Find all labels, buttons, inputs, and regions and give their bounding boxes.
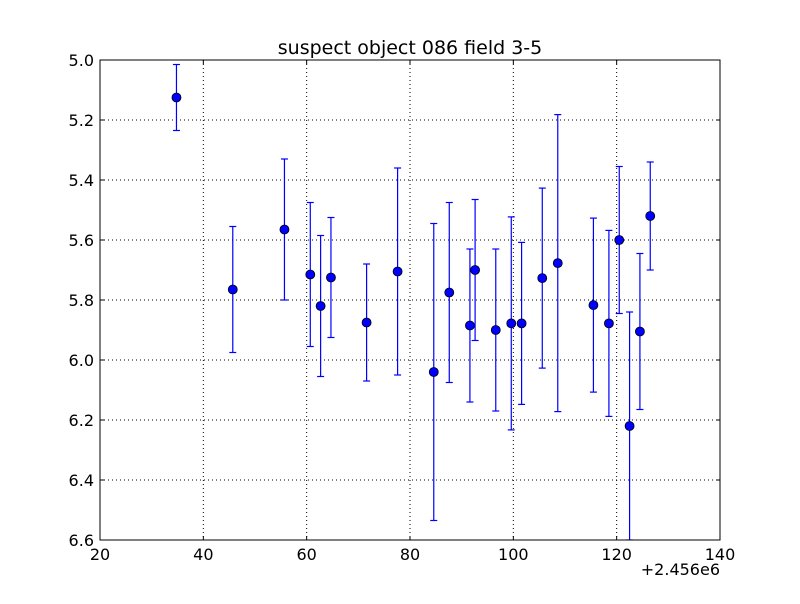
y-tick-label: 5.4 (69, 171, 94, 190)
y-tick-label: 5.8 (69, 291, 94, 310)
y-tick-label: 5.0 (69, 51, 94, 70)
x-tick-label: 100 (498, 545, 529, 564)
data-point (326, 272, 336, 283)
data-point (171, 92, 182, 103)
chart-title: suspect object 086 field 3-5 (278, 37, 543, 59)
data-point (552, 258, 563, 269)
data-point (645, 211, 656, 221)
data-point (465, 320, 475, 331)
data-point (227, 284, 238, 295)
data-point (537, 273, 548, 284)
data-point (588, 300, 599, 311)
tick-layer: 20 40 60 80 100 120 140 5.0 5.2 5.4 5.6 5.8 6.0 6.2 6.… (69, 51, 736, 564)
x-tick-label: 120 (601, 545, 632, 564)
x-tick-label: 40 (193, 545, 213, 564)
x-tick-label: 60 (296, 545, 316, 564)
data-point (516, 318, 527, 329)
data-point (624, 421, 635, 431)
x-tick-label: 80 (400, 545, 420, 564)
y-tick-label: 6.0 (69, 351, 94, 370)
data-point (614, 235, 625, 245)
data-point (506, 318, 517, 329)
y-tick-label: 6.2 (69, 411, 94, 430)
data-point (470, 265, 481, 275)
data-point (635, 326, 645, 337)
data-point (428, 367, 439, 377)
data-point (444, 287, 455, 298)
data-layer (171, 63, 656, 540)
data-point (279, 224, 290, 235)
data-point (315, 301, 326, 311)
data-point (490, 325, 501, 335)
data-point (305, 269, 316, 280)
x-tick-label: 140 (705, 545, 736, 564)
x-tick-label: 20 (90, 545, 110, 564)
y-tick-label: 5.6 (69, 231, 94, 250)
y-tick-label: 5.2 (69, 111, 94, 130)
data-point (604, 318, 614, 329)
x-offset-label: +2.456e6 (641, 560, 720, 579)
data-point (392, 266, 403, 277)
y-tick-label: 6.6 (69, 531, 94, 550)
data-point (361, 317, 372, 328)
y-tick-label: 6.4 (69, 471, 94, 490)
